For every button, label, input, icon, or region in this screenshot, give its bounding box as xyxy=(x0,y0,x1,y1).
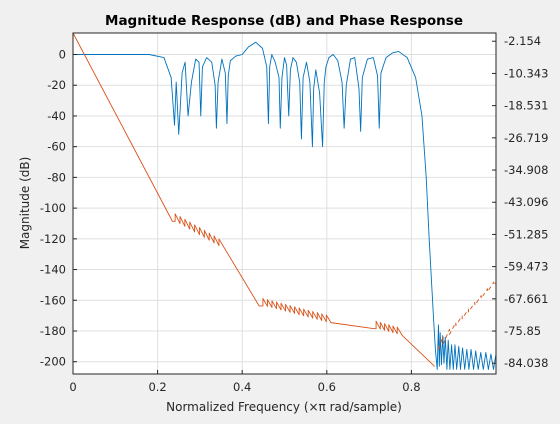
y-tick-label-1: -20 xyxy=(47,78,66,92)
y2-tick-label-6: -51.285 xyxy=(504,227,548,241)
chart-title: Magnitude Response (dB) and Phase Respon… xyxy=(105,13,463,29)
plot-area xyxy=(73,33,496,374)
y2-tick-label-5: -43.096 xyxy=(504,195,548,209)
series-line-2 xyxy=(438,281,497,350)
axes-box xyxy=(72,32,497,375)
y2-tick-label-9: -75.85 xyxy=(504,324,541,338)
y-tick-label-6: -120 xyxy=(40,232,66,246)
x-tick-label-4: 0.8 xyxy=(402,380,420,394)
series-line-0 xyxy=(73,41,497,370)
y-tick-label-10: -200 xyxy=(40,355,66,369)
x-tick-label-1: 0.2 xyxy=(148,380,166,394)
y2-tick-label-3: -26.719 xyxy=(504,131,548,145)
y-tick-label-2: -40 xyxy=(47,109,66,123)
y-tick-label-8: -160 xyxy=(40,293,66,307)
x-tick-label-3: 0.6 xyxy=(318,380,336,394)
y2-tick-label-1: -10.343 xyxy=(504,66,548,80)
y2-tick-label-0: -2.154 xyxy=(504,34,541,48)
y2-tick-label-7: -59.473 xyxy=(504,260,548,274)
x-axis-label: Normalized Frequency (×π rad/sample) xyxy=(166,400,402,414)
x-tick-label-0: 0 xyxy=(69,380,76,394)
y-tick-label-5: -100 xyxy=(40,201,66,215)
ticks: 0 0.2 0.4 0.6 0.8 0 -20 -40 -60 -80 -100 -120 -140 -1… xyxy=(40,34,549,394)
y-tick-label-3: -60 xyxy=(47,140,66,154)
y-tick-label-9: -180 xyxy=(40,324,66,338)
y-tick-label-4: -80 xyxy=(47,170,66,184)
series-layer xyxy=(72,32,497,370)
y-axis-label: Magnitude (dB) xyxy=(18,157,32,250)
x-tick-label-2: 0.4 xyxy=(233,380,251,394)
y2-tick-label-2: -18.531 xyxy=(504,99,548,113)
y-tick-label-0: 0 xyxy=(59,48,66,62)
y-tick-label-7: -140 xyxy=(40,263,66,277)
y2-tick-label-10: -84.038 xyxy=(504,356,548,370)
y2-tick-label-4: -34.908 xyxy=(504,163,548,177)
series-line-1 xyxy=(72,32,435,367)
y2-tick-label-8: -67.661 xyxy=(504,292,548,306)
